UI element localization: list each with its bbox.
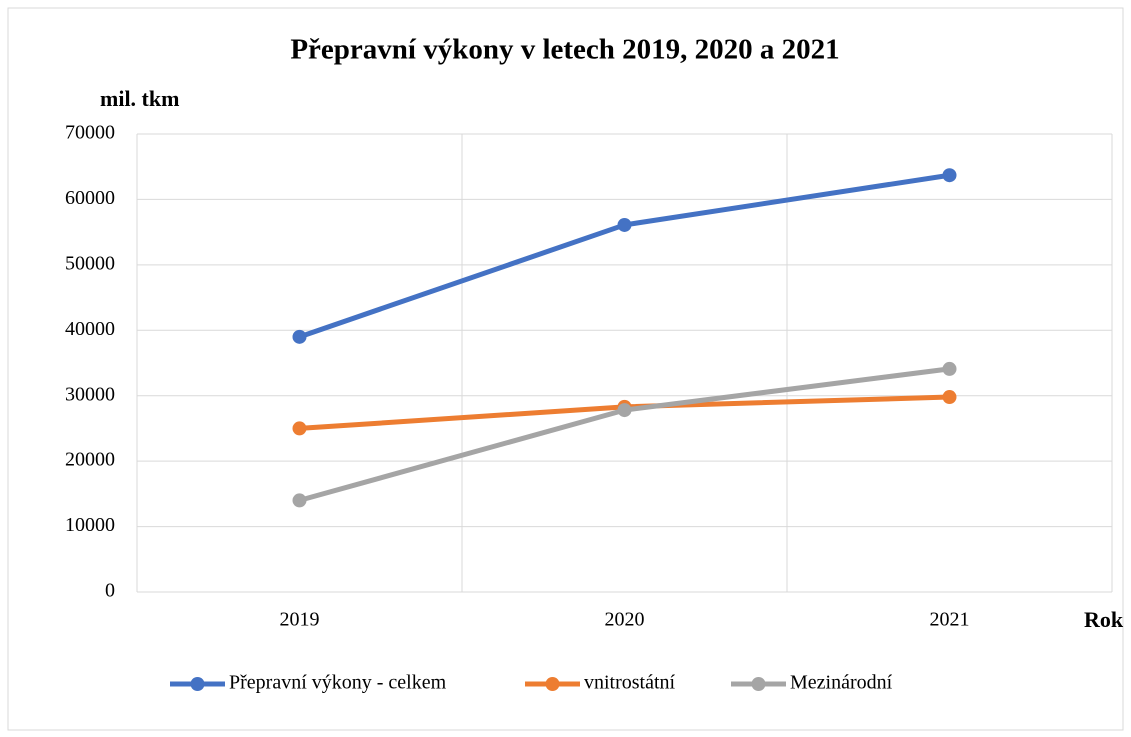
legend-marker: [190, 677, 205, 691]
y-tick-label: 30000: [65, 383, 115, 405]
chart-title: Přepravní výkony v letech 2019, 2020 a 2…: [290, 34, 839, 66]
data-point: [292, 493, 307, 508]
data-point: [942, 168, 957, 183]
data-point: [292, 421, 307, 436]
y-tick-label: 40000: [65, 318, 115, 340]
data-point: [617, 403, 632, 418]
legend-label: vnitrostátní: [584, 672, 676, 694]
data-point: [942, 361, 957, 376]
y-tick-label: 70000: [65, 122, 115, 144]
x-tick-label: 2021: [930, 609, 970, 631]
y-tick-label: 10000: [65, 514, 115, 536]
y-tick-label: 50000: [65, 252, 115, 274]
data-point: [942, 390, 957, 405]
y-tick-label: 0: [105, 580, 115, 602]
data-point: [292, 329, 307, 344]
y-tick-label: 60000: [65, 187, 115, 209]
legend-marker: [545, 677, 560, 691]
legend-label: Mezinárodní: [790, 672, 893, 694]
x-axis-label: Rok: [1084, 607, 1124, 632]
legend-label: Přepravní výkony - celkem: [229, 672, 447, 694]
y-axis-label: mil. tkm: [100, 86, 179, 111]
x-tick-label: 2020: [605, 609, 645, 631]
x-tick-label: 2019: [280, 609, 320, 631]
legend-marker: [751, 677, 766, 691]
y-tick-label: 20000: [65, 449, 115, 471]
data-point: [617, 217, 632, 232]
